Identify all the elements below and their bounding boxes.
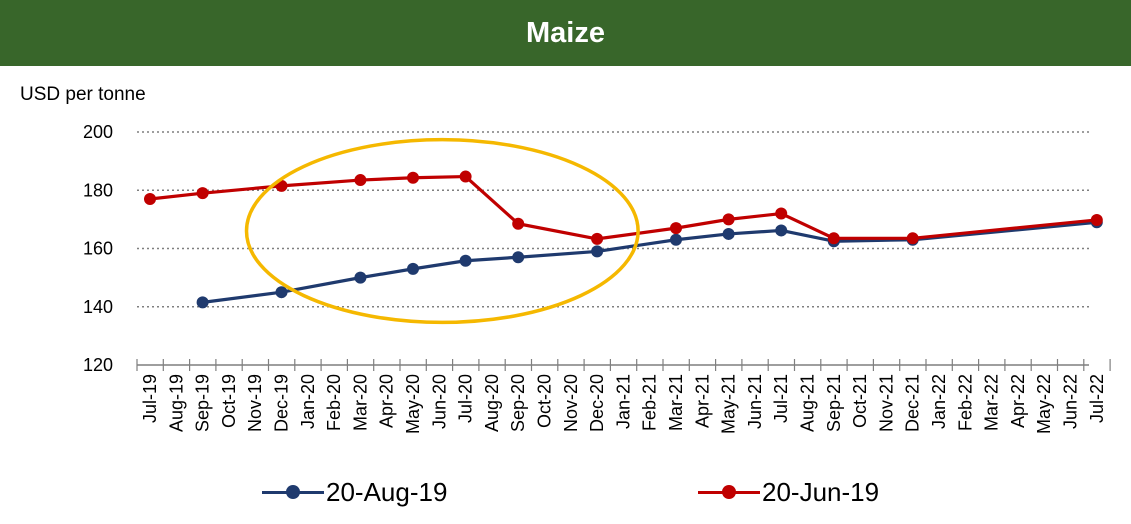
highlight-ellipse-1: [244, 137, 640, 325]
y-tick-label-180: 180: [83, 180, 113, 200]
x-tick-label-Feb-22: Feb-22: [955, 374, 975, 431]
x-tick-label-Jan-22: Jan-22: [929, 374, 949, 429]
x-tick-label-Jun-22: Jun-22: [1061, 374, 1081, 429]
legend-marker-series-1: [286, 484, 300, 499]
title-banner: [0, 0, 1131, 66]
series-1-point-May-21: [722, 227, 735, 240]
series-1-point-Jul-20: [459, 254, 472, 267]
x-tick-label-Jan-21: Jan-21: [613, 374, 633, 429]
legend-swatch-series-1: [262, 484, 324, 499]
x-tick-label-Jun-21: Jun-21: [745, 374, 765, 429]
legend-item-series-1: 20-Aug-19: [262, 472, 447, 512]
legend-marker-series-2: [722, 484, 736, 499]
series-2-point-Mar-21: [670, 222, 682, 235]
y-tick-label-120: 120: [83, 355, 113, 375]
series-1-point-May-20: [407, 262, 419, 275]
series-1-point-Mar-21: [670, 233, 682, 246]
x-tick-label-Nov-20: Nov-20: [561, 374, 581, 432]
series-2-point-Jul-19: [144, 192, 156, 205]
x-tick-label-Sep-20: Sep-20: [508, 374, 528, 432]
x-tick-label-Mar-20: Mar-20: [350, 374, 370, 431]
series-2-point-Dec-21: [906, 232, 919, 245]
legend-swatch-series-2: [698, 484, 760, 499]
series-2-point-Jul-20: [459, 170, 472, 183]
x-tick-label-Apr-21: Apr-21: [692, 374, 712, 428]
chart-title: Maize: [526, 17, 605, 49]
x-tick-label-Jun-20: Jun-20: [429, 374, 449, 429]
x-tick-label-May-20: May-20: [403, 374, 423, 434]
series-1-point-Mar-20: [354, 271, 367, 284]
legend-label-series-2: 20-Jun-19: [762, 476, 880, 507]
x-tick-label-Mar-21: Mar-21: [666, 374, 686, 431]
x-tick-label-Nov-19: Nov-19: [245, 374, 265, 432]
x-tick-label-Jan-20: Jan-20: [298, 374, 318, 429]
series-1-point-Sep-20: [512, 251, 525, 264]
y-tick-label-140: 140: [83, 297, 113, 317]
series-2-point-Sep-20: [512, 217, 525, 230]
x-tick-label-Aug-20: Aug-20: [482, 374, 502, 432]
x-tick-label-Oct-19: Oct-19: [219, 374, 239, 428]
x-tick-label-Apr-20: Apr-20: [377, 374, 397, 428]
series-1-point-Dec-20: [591, 245, 604, 258]
series-2-point-May-20: [407, 171, 419, 184]
x-tick-label-Oct-20: Oct-20: [535, 374, 555, 428]
x-tick-label-May-22: May-22: [1034, 374, 1054, 434]
series-1-point-Sep-19: [196, 296, 209, 309]
series-2-point-Sep-19: [196, 187, 209, 200]
series-2-point-Jul-21: [775, 207, 788, 220]
x-tick-label-Feb-21: Feb-21: [640, 374, 660, 431]
x-tick-label-Feb-20: Feb-20: [324, 374, 344, 431]
y-tick-label-200: 200: [83, 122, 113, 142]
x-tick-label-Dec-20: Dec-20: [587, 374, 607, 432]
x-tick-label-Dec-19: Dec-19: [272, 374, 292, 432]
x-tick-label-Nov-21: Nov-21: [876, 374, 896, 432]
series-1-point-Dec-19: [275, 286, 288, 299]
x-tick-label-Sep-21: Sep-21: [824, 374, 844, 432]
x-tick-label-Jul-19: Jul-19: [140, 374, 160, 423]
series-2-point-May-21: [722, 213, 735, 226]
series-2-point-Sep-21: [827, 232, 840, 245]
x-tick-label-Sep-19: Sep-19: [193, 374, 213, 432]
series-2-point-Jul-22: [1090, 213, 1103, 226]
y-tick-label-160: 160: [83, 239, 113, 259]
x-tick-label-Jul-21: Jul-21: [771, 374, 791, 423]
series-2-point-Mar-20: [354, 174, 367, 187]
x-tick-label-May-21: May-21: [719, 374, 739, 434]
series-1-point-Jul-21: [775, 224, 788, 237]
y-axis-label: USD per tonne: [20, 84, 146, 105]
x-tick-label-Apr-22: Apr-22: [1008, 374, 1028, 428]
x-tick-label-Jul-20: Jul-20: [456, 374, 476, 423]
x-tick-label-Mar-22: Mar-22: [982, 374, 1002, 431]
legend-item-series-2: 20-Jun-19: [698, 472, 879, 512]
series-2-point-Dec-20: [591, 232, 604, 245]
x-tick-label-Aug-21: Aug-21: [798, 374, 818, 432]
legend-label-series-1: 20-Aug-19: [326, 476, 448, 507]
x-tick-label-Oct-21: Oct-21: [850, 374, 870, 428]
series-line-2: [149, 174, 1097, 241]
x-tick-label-Jul-22: Jul-22: [1087, 374, 1107, 423]
x-tick-label-Aug-19: Aug-19: [166, 374, 186, 432]
x-tick-label-Dec-21: Dec-21: [903, 374, 923, 432]
